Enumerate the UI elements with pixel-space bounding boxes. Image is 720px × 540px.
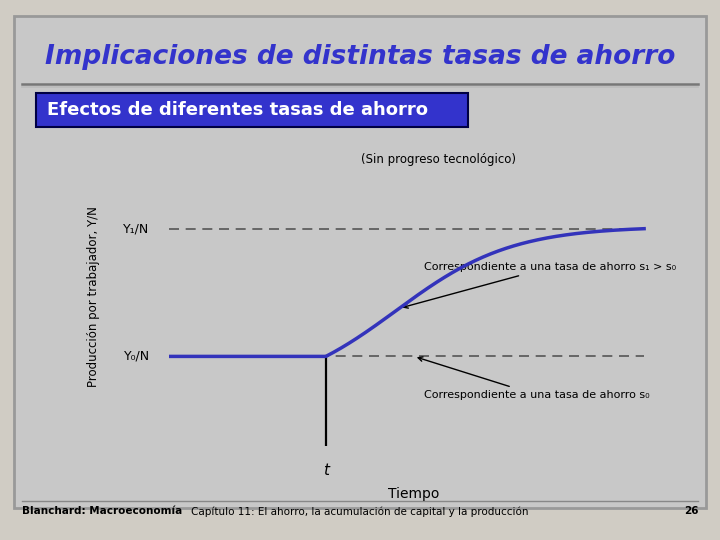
Text: Implicaciones de distintas tasas de ahorro: Implicaciones de distintas tasas de ahor… [45, 44, 675, 70]
Text: Y₁/N: Y₁/N [123, 222, 150, 235]
Text: Producción por trabajador, Y/N: Producción por trabajador, Y/N [87, 207, 100, 387]
Text: Correspondiente a una tasa de ahorro s₁ > s₀: Correspondiente a una tasa de ahorro s₁ … [403, 262, 676, 308]
Text: (Sin progreso tecnológico): (Sin progreso tecnológico) [361, 153, 516, 166]
Text: 26: 26 [684, 507, 698, 516]
Text: Y₀/N: Y₀/N [124, 350, 150, 363]
Text: Efectos de diferentes tasas de ahorro: Efectos de diferentes tasas de ahorro [47, 101, 428, 119]
Text: Correspondiente a una tasa de ahorro s₀: Correspondiente a una tasa de ahorro s₀ [418, 357, 649, 400]
Bar [36, 93, 468, 127]
Text: Capítulo 11: El ahorro, la acumulación de capital y la producción: Capítulo 11: El ahorro, la acumulación d… [192, 506, 528, 517]
Text: Tiempo: Tiempo [388, 487, 440, 501]
Text: t: t [323, 463, 329, 478]
Text: Blanchard: Macroeconomía: Blanchard: Macroeconomía [22, 507, 182, 516]
